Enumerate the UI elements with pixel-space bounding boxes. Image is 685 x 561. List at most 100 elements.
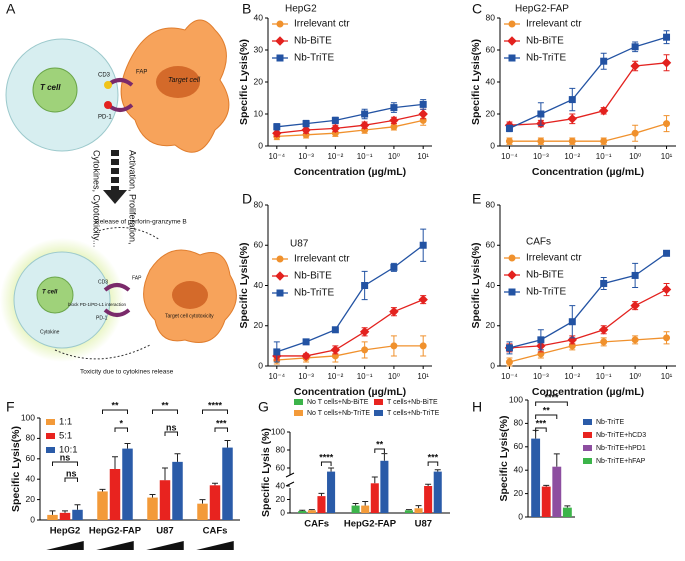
legend-label: Nb-TriTE	[526, 287, 567, 298]
y-axis-label: Specific Lysis(%)	[238, 243, 250, 329]
error-bar	[352, 503, 359, 506]
error-bar	[328, 467, 335, 472]
y-tick-label: 0	[490, 360, 495, 370]
y-tick-label: 20	[276, 494, 286, 504]
dose-ramp	[146, 541, 184, 550]
bar	[541, 486, 551, 517]
x-tick-label: 10⁻⁴	[269, 372, 286, 381]
x-tick-label: 10⁰	[629, 152, 641, 161]
error-bar	[124, 443, 131, 449]
marker	[661, 284, 672, 295]
chart-title: HepG2	[285, 4, 317, 15]
y-axis-label: Specific Lysis(%)	[470, 243, 482, 329]
x-tick-label: 10⁻²	[327, 152, 343, 161]
bar	[209, 485, 221, 520]
bar	[222, 447, 233, 520]
significance-bracket	[427, 461, 439, 466]
marker	[389, 306, 399, 317]
error-bar	[553, 453, 560, 467]
legend-label: No T cells+Nb-BiTE	[307, 399, 369, 406]
error-bar	[212, 482, 218, 486]
marker	[361, 282, 369, 289]
significance-label: **	[161, 400, 169, 410]
legend-label: No T cells+Nb-TriTE	[307, 410, 370, 417]
marker	[302, 338, 310, 346]
y-tick-label: 0	[30, 514, 35, 524]
bar	[159, 480, 171, 520]
y-tick-label: 40	[486, 280, 496, 290]
y-tick-label: 0	[490, 140, 495, 150]
panel-a-diagram: T cell CD3 FAP PD-1 Target cell Cytokine…	[0, 19, 237, 376]
panel-letter: G	[258, 399, 269, 415]
marker	[630, 300, 640, 311]
series-line	[509, 62, 667, 126]
legend-swatch	[46, 433, 55, 439]
x-tick-label: 10¹	[417, 152, 429, 161]
y-tick-label: 0	[258, 360, 263, 370]
y-tick-label: 60	[486, 240, 496, 250]
error-bar	[112, 456, 118, 469]
x-tick-label: 10⁻³	[533, 372, 549, 381]
label: block PD-1/PD-L1 interaction	[68, 302, 127, 307]
significance-label: ****	[544, 392, 559, 402]
bar	[122, 448, 133, 520]
series-line	[276, 244, 424, 353]
panel-letter: A	[6, 1, 16, 17]
nanobody-link	[103, 283, 131, 317]
y-tick-label: 20	[514, 488, 524, 498]
y-axis-label: Specific Lysis(%)	[238, 39, 250, 125]
legend-swatch	[46, 419, 55, 425]
marker	[568, 96, 576, 104]
legend-swatch	[46, 447, 55, 453]
error-bar	[162, 467, 168, 481]
significance-label: ***	[536, 418, 547, 428]
legend-label: Nb-TriTE+hPD1	[596, 445, 646, 452]
label: T cell	[42, 290, 58, 296]
label: Release of perforin-granzyme B	[95, 219, 187, 226]
significance-label: ***	[216, 418, 227, 428]
y-tick-label: 40	[254, 12, 264, 22]
marker	[600, 137, 608, 145]
legend-swatch	[583, 419, 592, 425]
marker	[507, 270, 517, 280]
legend-label: Nb-BiTE	[526, 270, 564, 281]
panel-letter: E	[472, 191, 481, 207]
x-tick-label: U87	[156, 526, 173, 537]
significance-bracket	[320, 461, 332, 466]
marker	[663, 33, 671, 41]
x-tick-label: 10⁰	[388, 372, 400, 381]
error-bar	[62, 510, 68, 513]
marker	[331, 116, 339, 124]
series-line	[509, 122, 667, 142]
significance-bracket	[152, 409, 178, 414]
y-axis-label: Specific Lysis (%)	[260, 428, 272, 517]
significance-bracket	[102, 409, 128, 414]
label: CD3	[98, 73, 111, 79]
significance-bracket	[164, 431, 178, 436]
marker	[359, 327, 370, 337]
error-bar	[434, 469, 441, 472]
marker	[275, 271, 285, 281]
error-bar	[299, 509, 306, 511]
marker	[276, 54, 284, 62]
legend-swatch	[374, 399, 383, 405]
y-tick-label: 80	[486, 12, 496, 22]
legend-label: 5:1	[59, 431, 72, 442]
marker	[537, 110, 545, 118]
legend-label: Irrelevant ctr	[526, 253, 582, 264]
marker	[330, 123, 341, 134]
series-line	[276, 345, 424, 361]
y-tick-label: 40	[486, 76, 496, 86]
marker	[276, 289, 284, 297]
marker	[419, 342, 427, 350]
legend-swatch	[294, 399, 303, 405]
x-tick-label: 10⁻¹	[357, 152, 373, 161]
error-bar	[381, 453, 388, 461]
significance-bracket	[202, 409, 228, 414]
label: Target cell cytotoxicity	[165, 313, 214, 319]
error-bar	[149, 494, 156, 498]
x-tick-label: 10⁻⁴	[269, 152, 286, 161]
panel-letter: F	[6, 399, 15, 415]
x-tick-label: 10⁻¹	[357, 372, 373, 381]
